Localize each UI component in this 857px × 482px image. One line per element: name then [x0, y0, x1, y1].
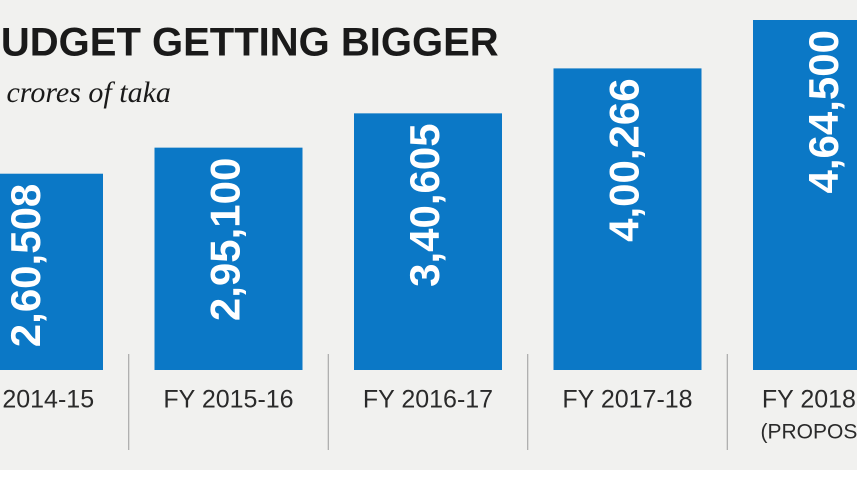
- x-tick-label: FY 2014-15: [0, 386, 94, 414]
- chart-title: BUDGET GETTING BIGGER: [0, 21, 499, 65]
- value-label: 2,60,508: [2, 184, 49, 348]
- x-tick-label: FY 2015-16: [163, 386, 293, 414]
- bar: [154, 147, 303, 370]
- value-label: 4,00,266: [601, 78, 648, 242]
- bar: [753, 20, 857, 370]
- value-label: 2,95,100: [202, 158, 249, 322]
- bar: [553, 68, 702, 371]
- x-tick-label: FY 2017-18: [562, 386, 692, 414]
- bar: [354, 113, 502, 371]
- x-tick-label: FY 2016-17: [363, 386, 493, 414]
- chart-subtitle: In crores of taka: [0, 76, 171, 109]
- category-note: (PROPOSED): [760, 421, 857, 444]
- x-tick-label: FY 2018-19: [762, 386, 857, 414]
- bar: [0, 173, 103, 370]
- value-label: 3,40,605: [401, 123, 448, 287]
- value-label: 4,64,500: [800, 30, 847, 194]
